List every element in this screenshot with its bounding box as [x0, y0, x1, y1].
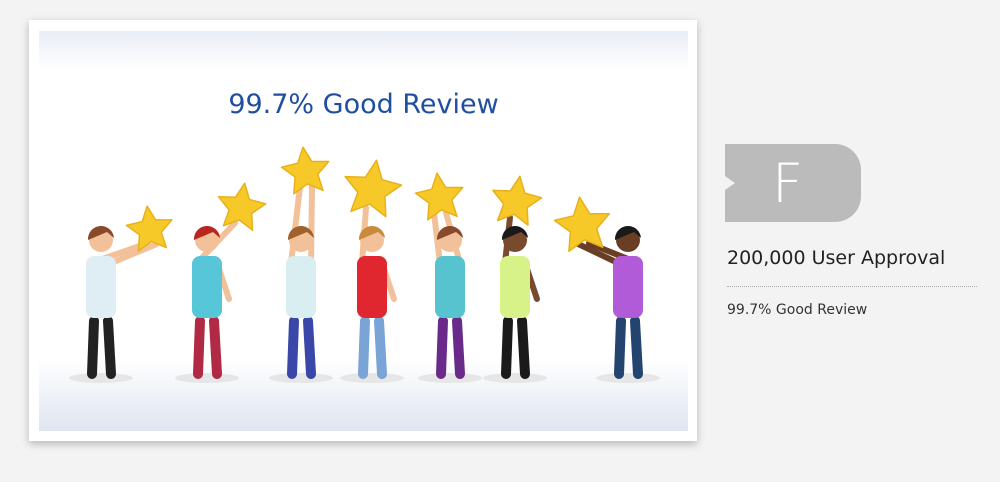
shadow — [340, 373, 404, 383]
torso — [192, 256, 222, 318]
hair — [501, 225, 528, 240]
leg — [614, 316, 626, 379]
star-5 — [414, 172, 464, 221]
divider — [727, 286, 977, 287]
star-2 — [217, 182, 267, 231]
leg — [436, 316, 448, 379]
torso — [86, 256, 116, 318]
leg — [374, 316, 387, 379]
leg — [209, 316, 222, 379]
leg — [303, 316, 316, 379]
person-1 — [69, 225, 159, 383]
torso — [286, 256, 316, 318]
badge-letter: F — [771, 152, 804, 215]
leg — [287, 316, 299, 379]
torso — [357, 256, 387, 318]
leg — [103, 316, 116, 379]
leg — [501, 316, 513, 379]
shadow — [596, 373, 660, 383]
arm — [574, 240, 621, 266]
person-5 — [418, 210, 482, 383]
good-review-text: 99.7% Good Review — [727, 302, 868, 318]
hair — [287, 225, 314, 240]
leg — [193, 316, 205, 379]
hair — [193, 225, 220, 240]
review-card: 99.7% Good Review — [29, 20, 697, 441]
illustration-title: 99.7% Good Review — [228, 89, 499, 120]
review-illustration: 99.7% Good Review — [39, 31, 688, 431]
leg — [452, 316, 465, 379]
grade-badge: F — [725, 144, 861, 222]
person-7 — [574, 225, 660, 383]
shadow — [269, 373, 333, 383]
shadow — [175, 373, 239, 383]
arm — [288, 184, 303, 266]
leg — [87, 316, 99, 379]
hair — [87, 225, 114, 240]
person-4 — [340, 205, 404, 383]
leg — [358, 316, 370, 379]
star-7 — [553, 196, 611, 253]
person-6 — [483, 214, 547, 383]
leg — [517, 316, 530, 379]
people-with-stars-illustration — [69, 146, 660, 383]
hair — [358, 225, 385, 240]
person-2 — [175, 220, 239, 383]
hair — [614, 225, 641, 240]
star-4 — [344, 159, 403, 218]
torso — [500, 256, 530, 318]
shadow — [69, 373, 133, 383]
shadow — [418, 373, 482, 383]
user-approval-heading: 200,000 User Approval — [727, 247, 946, 269]
torso — [435, 256, 465, 318]
arm — [108, 241, 159, 266]
shadow — [483, 373, 547, 383]
badge-shape — [725, 144, 861, 222]
torso — [613, 256, 643, 318]
star-6 — [492, 175, 543, 226]
hair — [436, 225, 463, 240]
arm — [308, 184, 315, 266]
star-1 — [125, 205, 173, 252]
leg — [630, 316, 643, 379]
star-3 — [280, 146, 330, 195]
person-3 — [269, 184, 333, 383]
